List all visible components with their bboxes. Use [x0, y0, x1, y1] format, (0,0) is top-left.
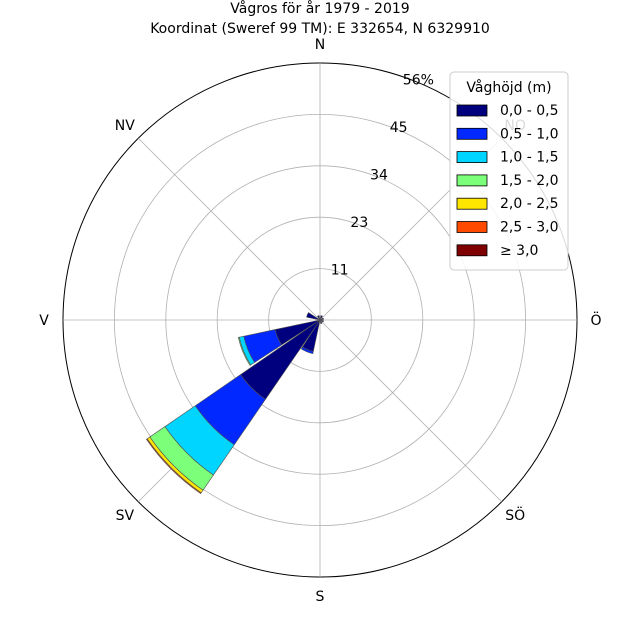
legend-label: 0,0 - 0,5 [500, 103, 558, 119]
legend-label: 0,5 - 1,0 [500, 126, 558, 142]
legend-title: Våghöjd (m) [466, 79, 551, 96]
rose-bar-segment [306, 312, 321, 321]
legend-label: 1,5 - 2,0 [500, 173, 558, 189]
legend-box [449, 71, 569, 271]
rose-bar-segment [319, 319, 324, 323]
direction-label: V [39, 313, 49, 329]
legend-swatch [456, 221, 488, 233]
radial-tick-label: 56% [403, 73, 434, 89]
rose-bar-segment [237, 336, 252, 366]
legend-swatch [456, 127, 488, 140]
chart-title: Vågros för år 1979 - 2019 [230, 0, 409, 17]
grid-spoke [137, 137, 321, 321]
legend-label: 2,0 - 2,5 [500, 196, 558, 212]
chart-subtitle: Koordinat (Sweref 99 TM): E 332654, N 63… [150, 21, 490, 37]
rose-bar-segment [145, 438, 202, 495]
legend-label: 2,5 - 3,0 [500, 220, 558, 236]
legend-swatch [456, 104, 488, 117]
direction-label: Ö [590, 311, 601, 329]
direction-label: N [315, 37, 325, 53]
legend-entries: 0,0 - 0,5 0,5 - 1,0 1,0 - 1,5 1,5 - 2,0 2,0 … [456, 103, 558, 259]
rose-bars [145, 312, 324, 495]
legend-swatch [456, 151, 488, 164]
rose-bar-segment [300, 346, 314, 355]
legend-swatch [456, 197, 488, 210]
radial-tick-label: 11 [331, 263, 349, 279]
rose-bar-segment [317, 315, 321, 321]
legend-swatch [456, 244, 488, 257]
radial-tick-label: 45 [390, 120, 408, 136]
radial-tick-label: 23 [350, 215, 368, 231]
legend-swatch [456, 174, 488, 187]
direction-label: S [316, 589, 325, 605]
direction-label: SÖ [505, 506, 525, 524]
legend: Våghöjd (m) 0,0 - 0,5 0,5 - 1,0 1,0 - 1,5 1… [449, 71, 569, 271]
legend-label: 1,0 - 1,5 [500, 150, 558, 166]
direction-label: NV [115, 118, 135, 134]
direction-label: SV [116, 508, 135, 524]
polar-grid [62, 62, 578, 578]
rose-bar-segment [319, 317, 324, 321]
radial-tick-label: 34 [370, 168, 388, 184]
rose-bar-segment [319, 315, 323, 321]
legend-label: ≥ 3,0 [500, 243, 538, 259]
grid-spoke [319, 319, 503, 503]
rose-bar-segment [319, 319, 323, 324]
